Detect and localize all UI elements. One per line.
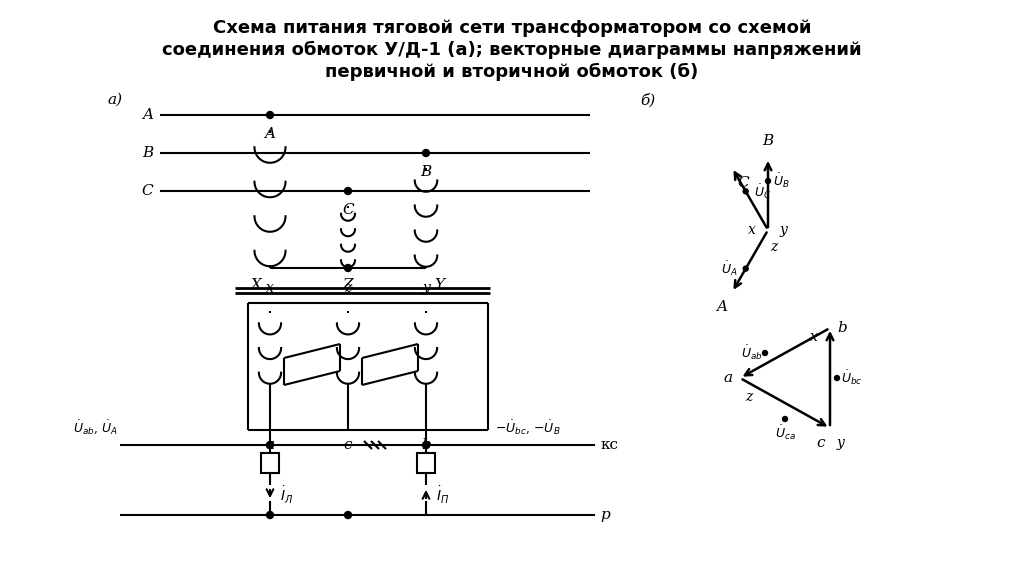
Text: $\dot{U}_B$: $\dot{U}_B$ bbox=[773, 172, 790, 191]
Text: C: C bbox=[141, 184, 153, 198]
Text: Z: Z bbox=[343, 278, 353, 292]
Circle shape bbox=[743, 266, 749, 271]
Text: x: x bbox=[749, 223, 756, 237]
Text: b: b bbox=[421, 438, 431, 452]
Text: $\dot{U}_C$: $\dot{U}_C$ bbox=[754, 182, 771, 201]
Text: X: X bbox=[251, 278, 262, 292]
Circle shape bbox=[344, 188, 351, 195]
Circle shape bbox=[266, 511, 273, 518]
Text: $\dot{U}_{bc}$: $\dot{U}_{bc}$ bbox=[841, 369, 862, 387]
Text: $\dot{I}_Л$: $\dot{I}_Л$ bbox=[280, 485, 293, 505]
Text: а): а) bbox=[108, 93, 123, 107]
Text: р: р bbox=[600, 508, 609, 522]
Text: c: c bbox=[344, 438, 352, 452]
Text: $\dot{U}_A$: $\dot{U}_A$ bbox=[721, 259, 737, 278]
Text: y: y bbox=[780, 223, 787, 237]
Text: Схема питания тяговой сети трансформатором со схемой: Схема питания тяговой сети трансформатор… bbox=[213, 19, 811, 37]
Text: z: z bbox=[344, 281, 351, 295]
Text: A: A bbox=[264, 127, 275, 141]
Circle shape bbox=[344, 265, 351, 272]
Text: $\dot{U}_{ca}$: $\dot{U}_{ca}$ bbox=[774, 423, 796, 441]
Bar bbox=[261, 453, 279, 473]
Text: соединения обмоток У/Д-1 (а); векторные диаграммы напряжений: соединения обмоток У/Д-1 (а); векторные … bbox=[162, 41, 862, 59]
Circle shape bbox=[423, 149, 429, 157]
Text: y: y bbox=[837, 436, 845, 450]
Text: x: x bbox=[810, 330, 818, 344]
Text: $\dot{U}_{ab}$, $\dot{U}_A$: $\dot{U}_{ab}$, $\dot{U}_A$ bbox=[73, 419, 118, 437]
Text: C: C bbox=[342, 203, 354, 217]
Text: z: z bbox=[745, 390, 753, 404]
Circle shape bbox=[766, 179, 770, 184]
Text: Y: Y bbox=[434, 278, 444, 292]
Text: A: A bbox=[716, 300, 727, 315]
Text: A: A bbox=[142, 108, 153, 122]
Text: C: C bbox=[737, 176, 749, 189]
Text: B: B bbox=[141, 146, 153, 160]
Text: $\dot{I}_П$: $\dot{I}_П$ bbox=[436, 484, 450, 506]
Text: a: a bbox=[724, 371, 733, 385]
Text: $-\dot{U}_{bc}$, $-\dot{U}_B$: $-\dot{U}_{bc}$, $-\dot{U}_B$ bbox=[495, 419, 560, 437]
Text: a: a bbox=[265, 438, 274, 452]
Circle shape bbox=[782, 417, 787, 421]
Text: B: B bbox=[763, 134, 773, 148]
Text: z: z bbox=[770, 240, 777, 254]
Circle shape bbox=[266, 441, 273, 448]
Text: c: c bbox=[816, 436, 825, 450]
Circle shape bbox=[344, 511, 351, 518]
Text: кс: кс bbox=[600, 438, 618, 452]
Circle shape bbox=[423, 441, 429, 448]
Circle shape bbox=[835, 375, 840, 381]
Circle shape bbox=[266, 111, 273, 118]
Bar bbox=[417, 453, 435, 473]
Text: x: x bbox=[266, 281, 274, 295]
Text: первичной и вторичной обмоток (б): первичной и вторичной обмоток (б) bbox=[326, 63, 698, 81]
Circle shape bbox=[763, 351, 768, 355]
Text: б): б) bbox=[640, 93, 655, 107]
Text: $\dot{U}_{ab}$: $\dot{U}_{ab}$ bbox=[741, 344, 763, 362]
Circle shape bbox=[743, 189, 749, 194]
Text: b: b bbox=[837, 321, 847, 335]
Text: B: B bbox=[421, 165, 432, 179]
Text: y: y bbox=[422, 281, 430, 295]
